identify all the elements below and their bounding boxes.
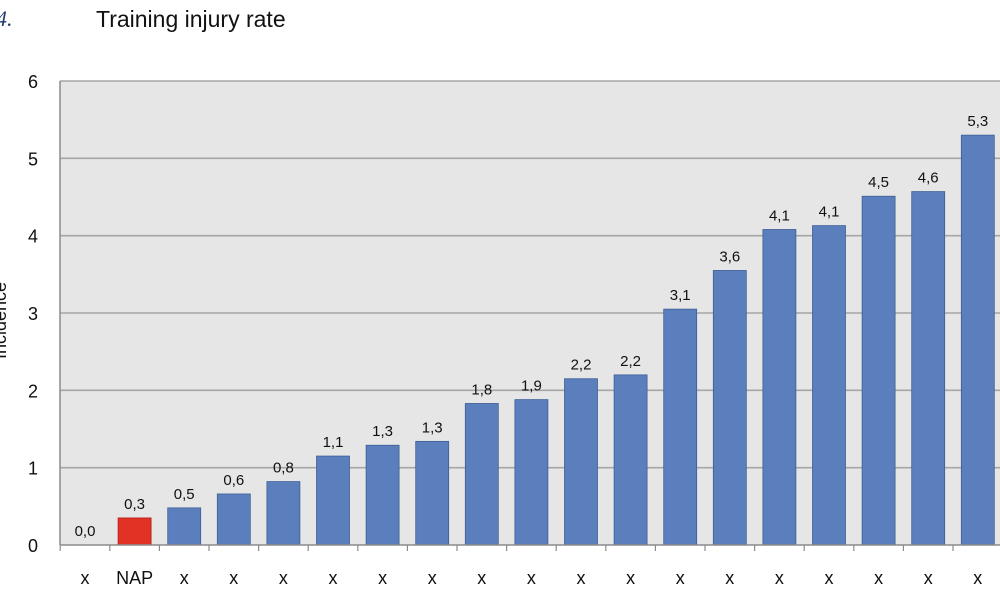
figure-caption: ure 4. bbox=[0, 6, 13, 31]
data-label: 4,6 bbox=[918, 170, 939, 187]
bar bbox=[514, 399, 549, 546]
x-tick-label: x bbox=[81, 568, 90, 588]
data-label: 1,8 bbox=[471, 381, 492, 398]
bar bbox=[960, 134, 995, 546]
gridlines bbox=[60, 80, 1000, 469]
x-tick-label: x bbox=[626, 568, 635, 588]
data-label: 5,3 bbox=[967, 113, 988, 130]
bar bbox=[415, 440, 450, 546]
axes: 0 1 2 3 4 5 6 x NAP x x x x x x x x x x x x x x x x x bbox=[28, 72, 1000, 588]
data-labels: 0,0 0,3 0,5 0,6 0,8 1,1 1,3 1,3 1,8 1,9 2,2 2,2 3,1 3… bbox=[75, 113, 989, 540]
y-tick-label: 0 bbox=[28, 536, 38, 556]
x-tick-label: x bbox=[378, 568, 387, 588]
y-tick-label: 3 bbox=[28, 304, 38, 324]
data-label: 3,1 bbox=[670, 287, 691, 304]
x-tick-label: NAP bbox=[116, 568, 153, 588]
x-tick-label: x bbox=[775, 568, 784, 588]
data-label: 4,1 bbox=[769, 207, 790, 224]
data-label: 4,5 bbox=[868, 174, 889, 191]
bar bbox=[812, 225, 846, 546]
bar bbox=[464, 403, 499, 546]
x-tick-label: x bbox=[428, 568, 437, 588]
data-label: 0,3 bbox=[124, 496, 145, 513]
data-label: 1,1 bbox=[323, 434, 344, 451]
x-tick-label: x bbox=[527, 568, 536, 588]
bar bbox=[365, 444, 400, 546]
data-label: 1,3 bbox=[372, 423, 393, 440]
data-label: 2,2 bbox=[620, 353, 641, 370]
y-tick-label: 1 bbox=[28, 459, 38, 479]
bar bbox=[762, 229, 797, 546]
chart-title: Training injury rate bbox=[96, 6, 286, 32]
x-tick-label: x bbox=[676, 568, 685, 588]
x-tick-label: x bbox=[874, 568, 883, 588]
bar bbox=[712, 270, 747, 546]
y-tick-label: 2 bbox=[28, 381, 38, 401]
bar bbox=[663, 308, 698, 546]
x-tick-label: x bbox=[279, 568, 288, 588]
bar bbox=[167, 507, 202, 546]
bar bbox=[316, 455, 350, 546]
x-tick-label: x bbox=[477, 568, 486, 588]
x-tick-label: x bbox=[924, 568, 933, 588]
x-tick-label: x bbox=[229, 568, 238, 588]
x-tick-label: x bbox=[577, 568, 586, 588]
data-label: 0,5 bbox=[174, 486, 195, 503]
y-tick-label: 5 bbox=[28, 149, 38, 169]
x-tick-label: x bbox=[973, 568, 982, 588]
bar bbox=[216, 493, 251, 546]
data-label: 3,6 bbox=[719, 248, 740, 265]
bar bbox=[911, 191, 946, 546]
x-tick-label: x bbox=[825, 568, 834, 588]
data-label: 0,6 bbox=[223, 472, 244, 489]
data-label: 4,1 bbox=[819, 204, 840, 221]
y-tick-label: 4 bbox=[28, 227, 38, 247]
x-tick-label: x bbox=[725, 568, 734, 588]
data-label: 2,2 bbox=[571, 357, 592, 374]
x-tick-label: x bbox=[180, 568, 189, 588]
bar bbox=[564, 378, 598, 546]
bar bbox=[266, 481, 301, 546]
bar bbox=[613, 374, 648, 546]
data-label: 0,8 bbox=[273, 460, 294, 477]
bar bbox=[861, 195, 896, 546]
x-tick-label: x bbox=[329, 568, 338, 588]
data-label: 1,3 bbox=[422, 419, 443, 436]
data-label: 0,0 bbox=[75, 523, 96, 540]
bar bbox=[117, 517, 152, 546]
y-tick-label: 6 bbox=[28, 72, 38, 92]
bars bbox=[117, 134, 995, 546]
data-label: 1,9 bbox=[521, 378, 542, 395]
